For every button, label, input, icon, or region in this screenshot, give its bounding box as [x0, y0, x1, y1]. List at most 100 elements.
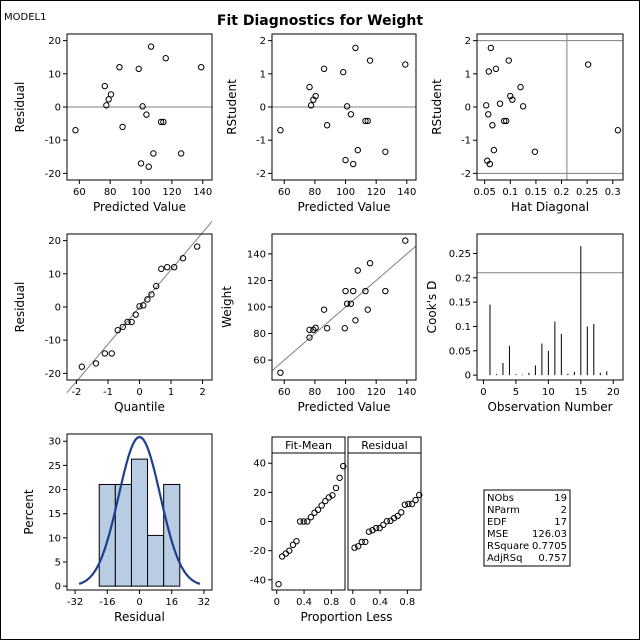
- fit-line: [66, 221, 213, 393]
- data-point: [179, 255, 187, 262]
- x-tick-label: 0.8: [323, 597, 339, 608]
- x-tick-label: 80: [309, 187, 322, 198]
- data-point: [398, 509, 405, 516]
- y-tick-label: -20: [45, 169, 61, 180]
- data-point: [140, 302, 147, 309]
- data-point: [408, 500, 416, 508]
- data-point: [323, 325, 331, 332]
- stats-row-label: AdjRSq: [487, 553, 522, 564]
- data-point: [383, 518, 391, 525]
- data-point: [136, 303, 143, 310]
- x-tick-label: 80: [309, 387, 322, 398]
- data-point: [614, 127, 622, 134]
- page-title: Fit Diagnostics for Weight: [217, 13, 423, 29]
- data-point: [507, 92, 514, 100]
- data-point: [405, 500, 412, 508]
- model-label: MODEL1: [4, 12, 46, 23]
- x-tick-label: 20: [607, 387, 620, 398]
- data-point: [132, 311, 139, 318]
- data-point: [382, 287, 389, 295]
- y-tick-label: 10: [48, 69, 61, 80]
- y-tick-label: 0: [260, 517, 266, 528]
- data-point: [351, 544, 358, 551]
- histogram-bar: [147, 534, 165, 587]
- data-point: [137, 160, 145, 167]
- x-tick-label: 0.4: [372, 597, 388, 608]
- data-point: [372, 524, 380, 532]
- data-point: [147, 43, 155, 50]
- data-point: [347, 111, 355, 118]
- data-point: [72, 127, 79, 134]
- data-point: [158, 265, 165, 273]
- x-tick-label: 100: [336, 187, 355, 198]
- data-point: [483, 102, 490, 109]
- x-tick-label: 0.1: [502, 187, 518, 198]
- chart-residual-fit-spread: Fit-Mean 0 0.4 0.8 Residual 0 0.4 0.8 -40 -20 0 20 4…: [250, 436, 423, 624]
- x-tick-label: 100: [336, 387, 355, 398]
- y-axis-label: RStudent: [225, 79, 239, 135]
- data-point: [135, 65, 142, 73]
- data-point: [103, 102, 110, 109]
- data-point: [354, 146, 361, 154]
- y-axis-label: Cook's D: [425, 281, 439, 334]
- y-tick-label: 20: [253, 488, 266, 499]
- x-tick-label: 0.3: [605, 187, 621, 198]
- data-point: [496, 100, 504, 107]
- x-tick-label: 0.25: [576, 187, 598, 198]
- stats-row-value: 0.7705: [532, 541, 567, 552]
- data-point: [307, 102, 315, 109]
- data-point: [366, 260, 374, 267]
- data-point: [394, 512, 401, 520]
- y-tick-label: 0: [55, 103, 61, 114]
- data-point: [277, 127, 284, 134]
- x-axis-label: Proportion Less: [300, 610, 392, 624]
- data-point: [307, 513, 315, 521]
- x-axis-label: Predicted Value: [297, 200, 390, 214]
- y-tick-label: 20: [48, 36, 61, 47]
- y-tick-label: 60: [253, 356, 266, 367]
- x-tick-label: 2: [199, 387, 205, 398]
- y-tick-label: 20: [48, 236, 61, 247]
- y-axis-label: RStudent: [430, 79, 444, 135]
- x-tick-label: -2: [71, 387, 81, 398]
- data-point: [329, 492, 336, 499]
- y-axis-label: Percent: [22, 489, 36, 534]
- data-point: [143, 111, 150, 118]
- data-point: [365, 528, 373, 535]
- x-tick-label: 0: [136, 597, 142, 608]
- data-point: [296, 518, 304, 525]
- x-tick-label: 140: [193, 187, 212, 198]
- data-point: [509, 96, 516, 103]
- data-point: [306, 334, 313, 341]
- y-tick-label: 0: [260, 103, 266, 114]
- data-point: [312, 92, 319, 100]
- data-point: [364, 117, 371, 125]
- y-tick-label: 140: [247, 249, 266, 260]
- stats-table-border: [483, 489, 571, 567]
- data-point: [340, 68, 347, 76]
- data-point: [486, 160, 494, 168]
- histogram-bar: [163, 483, 181, 587]
- x-tick-label: 0.05: [474, 187, 496, 198]
- data-point: [412, 496, 419, 504]
- data-point: [78, 363, 86, 370]
- x-tick-label: 1: [168, 387, 174, 398]
- spread-panel: Fit-Mean 0 0.4 0.8: [271, 436, 347, 608]
- data-point: [101, 82, 108, 90]
- data-point: [157, 118, 165, 126]
- y-tick-label: 0.05: [449, 346, 471, 357]
- stats-row-label: NParm: [487, 505, 520, 516]
- data-point: [153, 282, 160, 290]
- y-tick-label: -2: [256, 169, 266, 180]
- data-point: [170, 263, 178, 271]
- data-point: [500, 117, 508, 125]
- data-point: [150, 150, 157, 157]
- data-point: [322, 497, 329, 505]
- data-point: [144, 296, 151, 303]
- data-point: [349, 160, 357, 168]
- x-tick-label: 60: [278, 387, 291, 398]
- plot-frame: [347, 452, 422, 591]
